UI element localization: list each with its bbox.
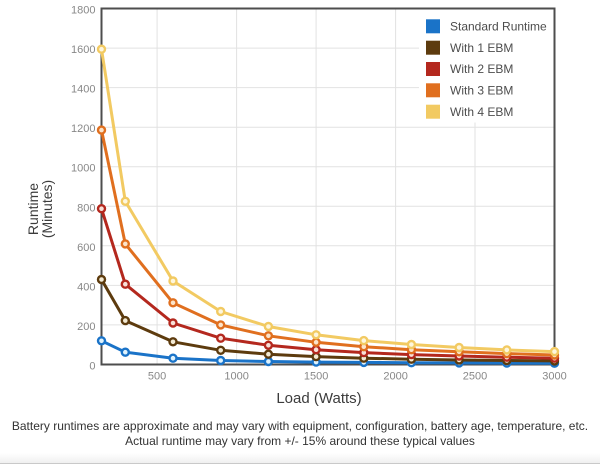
svg-text:1400: 1400 xyxy=(71,84,95,96)
svg-text:Standard Runtime: Standard Runtime xyxy=(450,20,547,34)
svg-text:2500: 2500 xyxy=(463,371,487,383)
svg-text:Runtime(Minutes): Runtime(Minutes) xyxy=(25,180,55,238)
svg-text:1500: 1500 xyxy=(304,371,328,383)
svg-text:800: 800 xyxy=(77,202,95,214)
svg-text:With 2 EBM: With 2 EBM xyxy=(450,62,513,76)
svg-text:3000: 3000 xyxy=(542,371,566,383)
svg-text:1000: 1000 xyxy=(71,163,95,175)
svg-text:500: 500 xyxy=(148,371,166,383)
svg-text:2000: 2000 xyxy=(383,371,407,383)
svg-text:400: 400 xyxy=(77,281,95,293)
svg-text:1600: 1600 xyxy=(71,44,95,56)
svg-text:Load (Watts): Load (Watts) xyxy=(276,390,361,407)
svg-text:With 4 EBM: With 4 EBM xyxy=(450,105,513,119)
svg-text:0: 0 xyxy=(89,361,95,373)
svg-text:600: 600 xyxy=(77,242,95,254)
svg-text:1000: 1000 xyxy=(224,371,248,383)
svg-text:With 3 EBM: With 3 EBM xyxy=(450,84,513,98)
svg-text:1200: 1200 xyxy=(71,123,95,135)
svg-text:200: 200 xyxy=(77,321,95,333)
svg-text:1800: 1800 xyxy=(71,5,95,17)
svg-text:With 1 EBM: With 1 EBM xyxy=(450,41,513,55)
